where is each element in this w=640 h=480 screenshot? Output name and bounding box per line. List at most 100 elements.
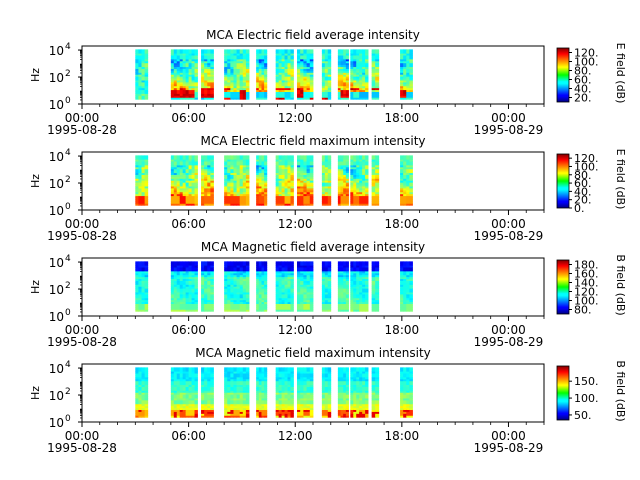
spectrogram-cell [371,83,376,87]
spectrogram-cell [278,95,283,98]
spectrogram-cell [261,307,265,310]
spectrogram-cell [327,57,332,60]
spectrogram-cell [204,178,208,181]
spectrogram-cell [173,91,178,94]
spectrogram-cell [365,170,369,174]
spectrogram-cell [188,155,192,158]
spectrogram-cell [281,180,285,183]
spectrogram-cell [340,176,344,179]
spectrogram-cell [278,93,283,96]
spectrogram-cell [182,72,187,75]
spectrogram-cell [256,89,260,92]
spectrogram-cell [278,278,283,281]
spectrogram-cell [261,278,265,281]
spectrogram-cell [258,176,262,179]
spectrogram-cell [135,278,139,281]
spectrogram-cell [224,188,228,191]
spectrogram-cell [287,292,291,295]
spectrogram-cell [300,49,304,52]
spectrogram-cell [375,193,380,197]
spectrogram-cell [188,197,192,200]
spectrogram-cell [343,87,347,91]
spectrogram-cell [258,294,262,297]
spectrogram-cell [176,161,181,164]
spectrogram-cell [188,82,192,85]
spectrogram-cell [182,70,187,73]
spectrogram-cell [365,178,369,181]
spectrogram-cell [230,93,234,96]
spectrogram-cell [403,280,407,283]
spectrogram-cell [353,72,357,75]
spectrogram-cell [337,49,341,52]
spectrogram-cell [337,157,341,160]
spectrogram-cell [264,51,268,54]
spectrogram-cell [284,68,288,71]
spectrogram-cell [309,58,314,62]
spectrogram-cell [194,274,198,278]
spectrogram-cell [233,195,237,198]
spectrogram-cell [258,170,262,174]
spectrogram-cell [400,288,404,291]
spectrogram-cell [290,62,294,66]
spectrogram-cell [141,290,146,293]
spectrogram-cell [345,53,349,56]
spectrogram-cell [406,166,410,170]
spectrogram-cell [194,299,198,303]
spectrogram-cell [340,70,344,73]
spectrogram-cell [300,87,304,91]
spectrogram-cell [356,263,360,266]
spectrogram-cell [281,155,285,158]
spectrogram-cell [371,62,376,66]
spectrogram-cell [406,64,410,68]
spectrogram-cell [236,303,241,306]
spectrogram-cell [371,261,376,264]
spectrogram-cell [207,180,211,183]
spectrogram-cell [303,182,307,185]
spectrogram-cell [281,186,285,189]
spectrogram-cell [275,97,280,100]
spectrogram-cell [264,57,268,60]
spectrogram-cell [227,303,231,306]
spectrogram-cell [278,274,283,278]
spectrogram-cell [300,159,304,162]
spectrogram-cell [290,76,294,79]
spectrogram-cell [135,72,139,75]
spectrogram-cell [356,170,360,174]
spectrogram-cell [204,297,208,301]
spectrogram-cell [188,278,192,281]
spectrogram-cell [375,263,380,266]
spectrogram-cell [303,58,307,62]
spectrogram-cell [375,76,380,79]
spectrogram-cell [227,76,231,79]
spectrogram-cell [365,155,369,158]
spectrogram-cell [182,80,187,83]
spectrogram-cell [290,201,294,204]
spectrogram-cell [400,62,404,66]
spectrogram-cell [284,274,288,278]
spectrogram-cell [239,286,244,289]
spectrogram-cell [185,170,190,174]
spectrogram-cell [375,305,380,308]
spectrogram-cell [409,49,413,52]
spectrogram-cell [144,49,149,52]
spectrogram-cell [224,199,228,202]
spectrogram-cell [371,184,376,187]
spectrogram-cell [207,282,211,285]
spectrogram-cell [135,380,139,384]
spectrogram-cell [287,288,291,291]
spectrogram-cell [350,70,354,73]
spectrogram-cell [185,280,190,283]
spectrogram-cell [371,191,376,195]
spectrogram-cell [141,188,146,191]
spectrogram-cell [185,286,190,289]
spectrogram-cell [138,413,142,416]
spectrogram-cell [362,176,366,179]
spectrogram-cell [375,62,380,66]
spectrogram-cell [309,72,314,75]
spectrogram-cell [321,82,326,85]
spectrogram-cell [170,82,175,85]
spectrogram-cell [309,89,314,92]
spectrogram-cell [141,405,146,409]
spectrogram-cell [297,95,301,98]
spectrogram-cell [204,89,208,92]
